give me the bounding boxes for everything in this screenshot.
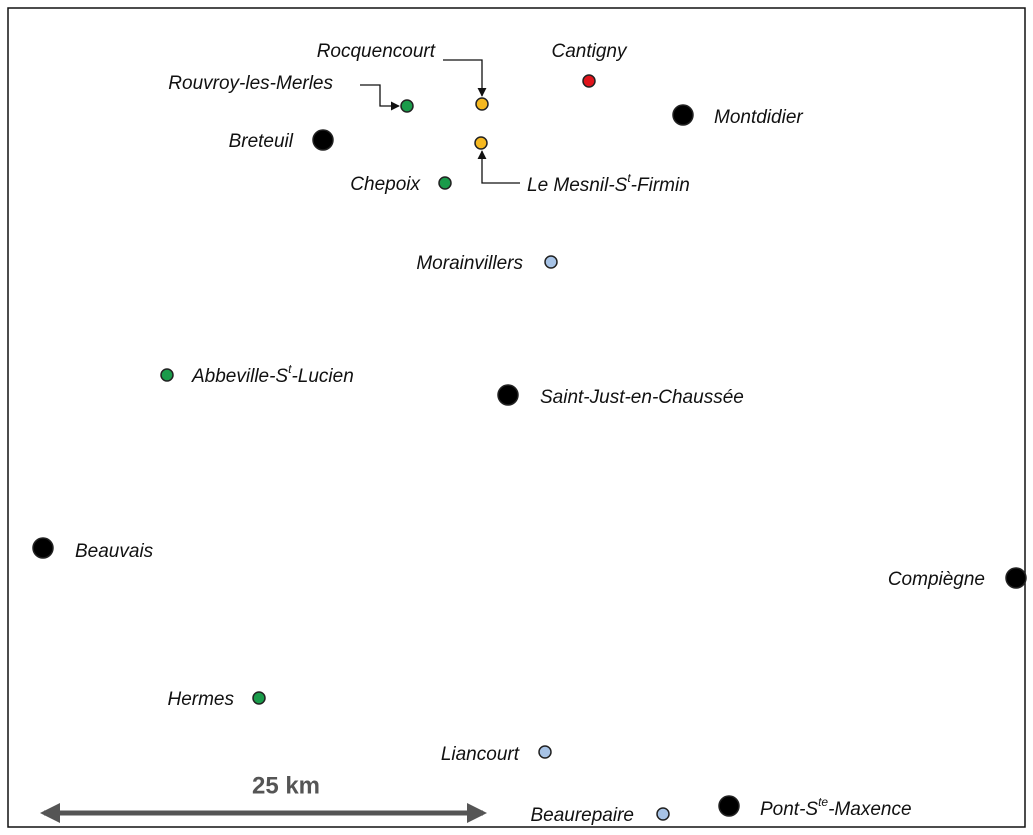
place-marker bbox=[718, 795, 740, 817]
label-part: -Firmin bbox=[631, 175, 690, 196]
label-part: Le Mesnil-S bbox=[527, 175, 628, 196]
label-part: Rouvroy-les-Merles bbox=[168, 73, 333, 94]
label-part: Morainvillers bbox=[416, 253, 523, 274]
place-marker bbox=[252, 691, 266, 705]
place-marker bbox=[312, 129, 334, 151]
label-part: Beauvais bbox=[75, 541, 154, 562]
pointer-arrow bbox=[477, 150, 520, 184]
label-part: Pont-S bbox=[760, 799, 818, 820]
place-label: Beauvais bbox=[75, 541, 154, 562]
label-part: Compiègne bbox=[888, 569, 985, 590]
label-part: -Maxence bbox=[828, 799, 911, 820]
place-marker bbox=[582, 74, 596, 88]
place-label: Compiègne bbox=[888, 569, 985, 590]
label-part: te bbox=[818, 795, 828, 809]
place-label: Liancourt bbox=[441, 744, 520, 765]
place-marker bbox=[497, 384, 519, 406]
place-label: Rouvroy-les-Merles bbox=[168, 73, 333, 94]
place-label: Beaurepaire bbox=[530, 805, 634, 826]
place-label: Pont-Ste-Maxence bbox=[760, 795, 912, 820]
label-part: Abbeville-S bbox=[191, 366, 288, 387]
place-label: Hermes bbox=[167, 689, 234, 710]
place-marker bbox=[160, 368, 174, 382]
place-marker bbox=[400, 99, 414, 113]
label-part: Breteuil bbox=[229, 131, 294, 152]
place-label: Breteuil bbox=[229, 131, 294, 152]
place-label: Montdidier bbox=[714, 107, 803, 128]
place-marker bbox=[544, 255, 558, 269]
place-label: Chepoix bbox=[350, 174, 421, 195]
place-marker bbox=[474, 136, 488, 150]
place-marker bbox=[438, 176, 452, 190]
pointer-arrow bbox=[443, 59, 487, 97]
place-label: Rocquencourt bbox=[317, 41, 436, 62]
place-marker bbox=[475, 97, 489, 111]
label-part: Rocquencourt bbox=[317, 41, 436, 62]
place-marker bbox=[32, 537, 54, 559]
place-label: Morainvillers bbox=[416, 253, 523, 274]
label-part: Beaurepaire bbox=[530, 805, 634, 826]
label-part: t bbox=[288, 362, 292, 376]
place-label: Saint-Just-en-Chaussée bbox=[540, 387, 744, 408]
label-part: -Lucien bbox=[291, 366, 353, 387]
pointer-arrow bbox=[360, 84, 400, 111]
place-label: Abbeville-St-Lucien bbox=[191, 362, 354, 387]
place-marker bbox=[1005, 567, 1027, 589]
label-part: Hermes bbox=[167, 689, 234, 710]
scale-label: 25 km bbox=[252, 772, 320, 799]
place-label: Le Mesnil-St-Firmin bbox=[527, 171, 690, 196]
place-marker bbox=[672, 104, 694, 126]
map-frame bbox=[7, 7, 1026, 828]
label-part: Chepoix bbox=[350, 174, 421, 195]
label-part: t bbox=[627, 171, 631, 185]
label-part: Liancourt bbox=[441, 744, 520, 765]
label-part: Montdidier bbox=[714, 107, 803, 128]
place-marker bbox=[538, 745, 552, 759]
place-label: Cantigny bbox=[552, 41, 628, 62]
label-part: Cantigny bbox=[552, 41, 628, 62]
place-marker bbox=[656, 807, 670, 821]
label-part: Saint-Just-en-Chaussée bbox=[540, 387, 744, 408]
